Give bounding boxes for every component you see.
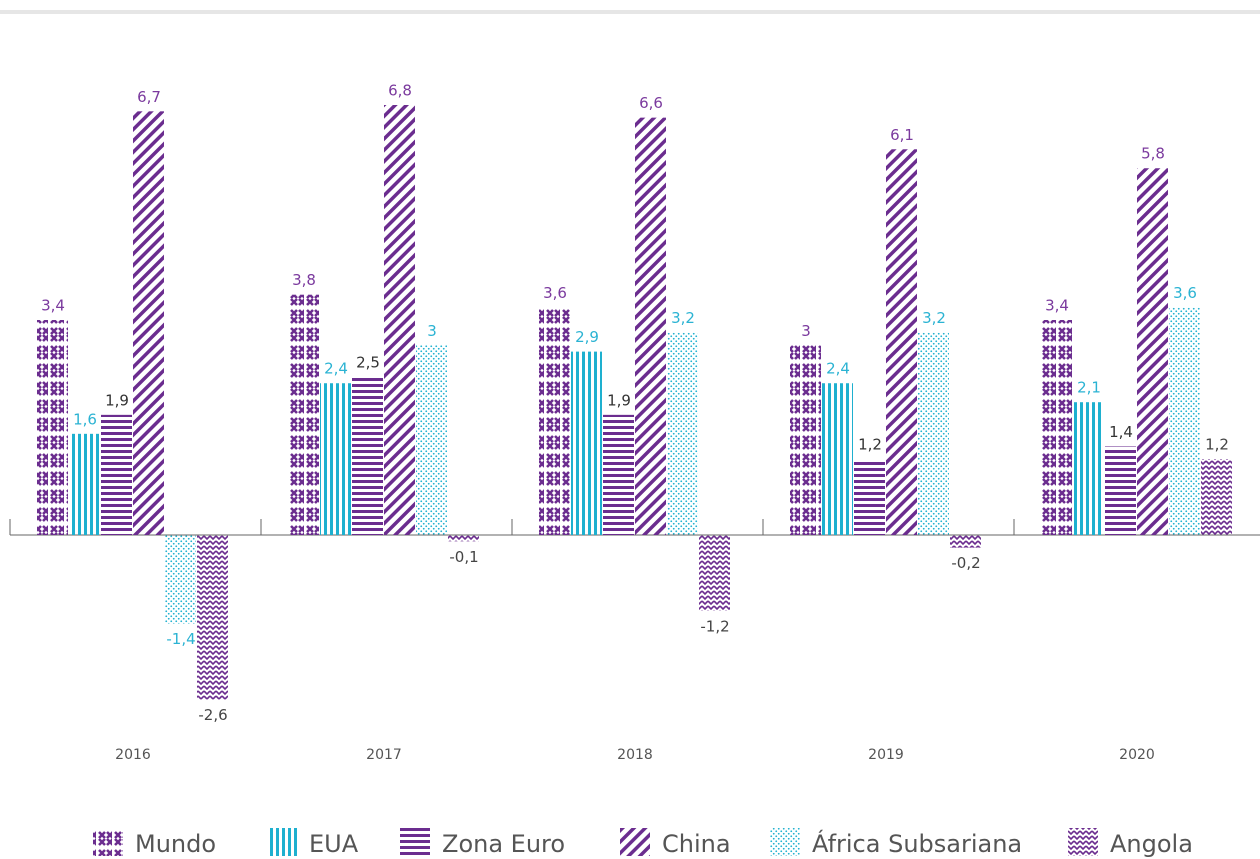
value-label: 3 bbox=[427, 322, 437, 340]
bar bbox=[571, 351, 602, 535]
top-rule bbox=[0, 10, 1260, 14]
bar bbox=[1201, 459, 1232, 535]
legend-label: EUA bbox=[309, 830, 359, 858]
bar bbox=[790, 345, 821, 535]
legend-swatch bbox=[620, 828, 650, 856]
bar bbox=[1137, 168, 1168, 535]
bar bbox=[854, 459, 885, 535]
bar bbox=[539, 307, 570, 535]
value-label: 1,2 bbox=[1205, 436, 1229, 454]
value-label: 1,9 bbox=[105, 391, 129, 409]
bar bbox=[101, 414, 132, 535]
bar bbox=[635, 117, 666, 535]
value-label: 1,2 bbox=[858, 436, 882, 454]
legend-swatch bbox=[1068, 828, 1098, 856]
bar bbox=[1041, 320, 1072, 535]
bar bbox=[197, 535, 228, 700]
bar bbox=[603, 414, 634, 535]
legend-swatch bbox=[93, 828, 123, 856]
value-label: 3,2 bbox=[922, 309, 946, 327]
bar bbox=[918, 332, 949, 535]
value-label: -0,1 bbox=[449, 548, 478, 566]
bar bbox=[165, 535, 196, 624]
value-label: 3,2 bbox=[671, 309, 695, 327]
legend-swatch bbox=[770, 828, 800, 856]
bar bbox=[886, 149, 917, 535]
value-label: 2,1 bbox=[1077, 379, 1101, 397]
value-label: 2,5 bbox=[356, 353, 380, 371]
bar bbox=[288, 294, 319, 535]
value-label: 1,6 bbox=[73, 410, 97, 428]
legend-label: Mundo bbox=[135, 830, 216, 858]
value-label: 5,8 bbox=[1141, 145, 1165, 163]
bar bbox=[384, 105, 415, 535]
bar bbox=[1073, 402, 1104, 535]
value-label: 6,6 bbox=[639, 94, 663, 112]
value-label: -1,4 bbox=[166, 630, 195, 648]
x-tick-label: 2020 bbox=[1119, 747, 1155, 763]
bar bbox=[37, 320, 68, 535]
value-label: 6,1 bbox=[890, 126, 914, 144]
value-label: 3 bbox=[801, 322, 811, 340]
bar bbox=[448, 535, 479, 542]
x-tick-label: 2018 bbox=[617, 747, 653, 763]
value-label: -0,2 bbox=[951, 554, 980, 572]
bar bbox=[699, 535, 730, 611]
bar bbox=[822, 383, 853, 535]
bar bbox=[416, 345, 447, 535]
legend-label: China bbox=[662, 830, 731, 858]
value-label: 3,4 bbox=[1045, 297, 1069, 315]
x-tick-label: 2017 bbox=[366, 747, 402, 763]
value-label: -2,6 bbox=[198, 706, 227, 724]
value-label: 1,9 bbox=[607, 391, 631, 409]
x-tick-label: 2016 bbox=[115, 747, 151, 763]
value-label: 2,4 bbox=[324, 360, 348, 378]
legend-label: Angola bbox=[1110, 830, 1193, 858]
bar bbox=[1105, 446, 1136, 535]
legend-label: Zona Euro bbox=[442, 830, 565, 858]
value-label: 3,8 bbox=[292, 271, 316, 289]
value-label: 2,4 bbox=[826, 360, 850, 378]
bar bbox=[352, 376, 383, 535]
bar bbox=[133, 111, 164, 535]
value-label: 3,4 bbox=[41, 297, 65, 315]
value-label: 3,6 bbox=[543, 284, 567, 302]
value-label: 2,9 bbox=[575, 328, 599, 346]
bar bbox=[667, 332, 698, 535]
value-label: 1,4 bbox=[1109, 423, 1133, 441]
x-tick-label: 2019 bbox=[868, 747, 904, 763]
legend-swatch bbox=[400, 828, 430, 856]
value-label: 3,6 bbox=[1173, 284, 1197, 302]
bar bbox=[1169, 307, 1200, 535]
legend-label: África Subsariana bbox=[812, 829, 1022, 858]
bar bbox=[320, 383, 351, 535]
value-label: -1,2 bbox=[700, 617, 729, 635]
value-label: 6,8 bbox=[388, 82, 412, 100]
bar bbox=[69, 433, 100, 535]
bar bbox=[950, 535, 981, 548]
legend-swatch bbox=[267, 828, 297, 856]
value-label: 6,7 bbox=[137, 88, 161, 106]
